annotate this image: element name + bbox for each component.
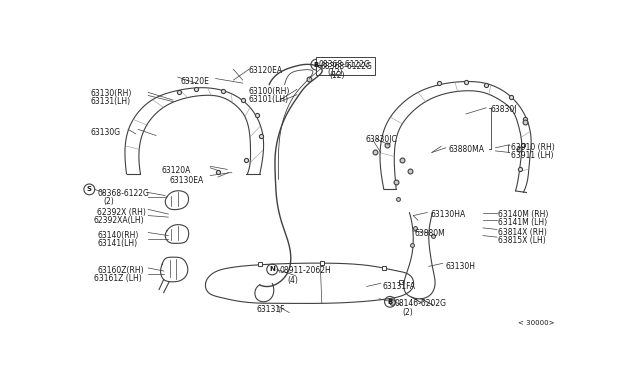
Text: 63130G: 63130G	[91, 128, 121, 137]
Text: 63830JC: 63830JC	[365, 135, 397, 144]
Text: 63120E: 63120E	[180, 77, 210, 86]
Text: 63161Z (LH): 63161Z (LH)	[94, 274, 141, 283]
Text: 63131F: 63131F	[257, 305, 285, 314]
Text: 08368-6122G: 08368-6122G	[97, 189, 149, 198]
Text: 63814X (RH): 63814X (RH)	[499, 228, 547, 237]
Text: 63130H: 63130H	[446, 262, 476, 271]
Text: 63130EA: 63130EA	[169, 176, 204, 185]
Text: 63130HA: 63130HA	[430, 210, 465, 219]
Text: (12): (12)	[327, 68, 343, 77]
Text: N: N	[269, 266, 275, 272]
Bar	[316, 57, 374, 76]
Text: 08368-6122G: 08368-6122G	[320, 62, 372, 71]
Text: 62392XA(LH): 62392XA(LH)	[94, 216, 145, 225]
Text: B: B	[314, 62, 319, 68]
Text: 08368-6122G: 08368-6122G	[319, 60, 371, 69]
Text: (12): (12)	[330, 71, 345, 80]
Text: 63815X (LH): 63815X (LH)	[499, 235, 547, 245]
Text: 63160Z(RH): 63160Z(RH)	[97, 266, 143, 275]
Text: 08146-6202G: 08146-6202G	[395, 299, 447, 308]
Text: 63130(RH): 63130(RH)	[91, 89, 132, 98]
Text: 08911-2062H: 08911-2062H	[280, 266, 332, 275]
Text: 62392X (RH): 62392X (RH)	[97, 208, 146, 217]
Text: (4): (4)	[288, 276, 299, 285]
Text: 63141(LH): 63141(LH)	[97, 239, 137, 248]
Text: 63131FA: 63131FA	[382, 282, 415, 291]
Text: 63830J: 63830J	[491, 105, 517, 114]
Text: 63140(RH): 63140(RH)	[97, 231, 138, 240]
Text: 63131(LH): 63131(LH)	[91, 97, 131, 106]
Text: 63140M (RH): 63140M (RH)	[499, 210, 549, 219]
Text: 63880MA: 63880MA	[449, 145, 485, 154]
Text: (2): (2)	[403, 308, 413, 317]
Text: 63911 (LH): 63911 (LH)	[511, 151, 554, 160]
Text: B: B	[387, 299, 392, 305]
Text: 63120EA: 63120EA	[249, 66, 283, 75]
Text: 63120A: 63120A	[161, 166, 191, 175]
Text: S: S	[87, 186, 92, 192]
Text: 63880M: 63880M	[415, 230, 445, 238]
Text: 63910 (RH): 63910 (RH)	[511, 143, 555, 152]
Text: < 30000>: < 30000>	[518, 320, 554, 326]
Text: 63141M (LH): 63141M (LH)	[499, 218, 548, 227]
Text: 63101(LH): 63101(LH)	[249, 96, 289, 105]
Text: 63100(RH): 63100(RH)	[249, 87, 291, 96]
Text: (2): (2)	[103, 197, 114, 206]
